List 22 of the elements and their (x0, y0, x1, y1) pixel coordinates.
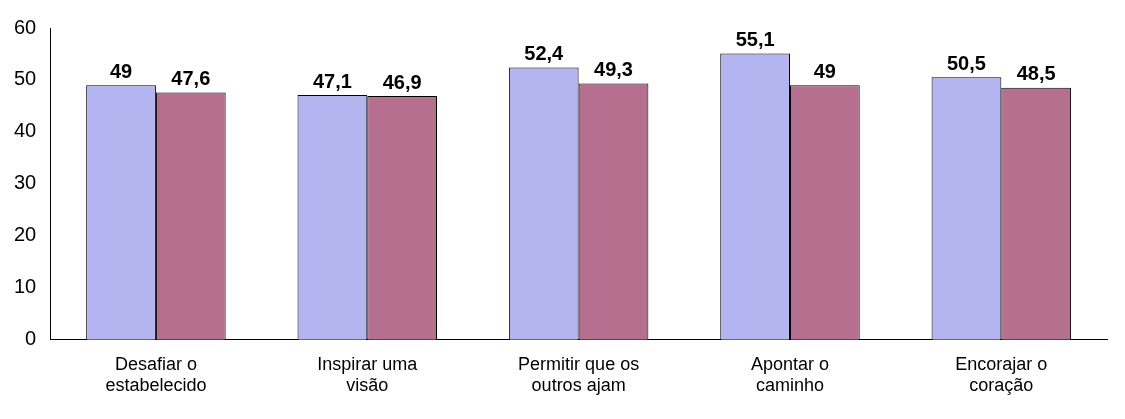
y-tick-label: 30 (14, 171, 37, 194)
y-tick-label: 50 (14, 67, 37, 90)
data-label: 47,1 (312, 69, 352, 92)
y-tick-label: 40 (14, 119, 37, 142)
data-label: 48,5 (1016, 62, 1056, 85)
data-label: 47,6 (171, 66, 211, 89)
data-label: 49 (813, 59, 836, 82)
data-label: 49,3 (594, 58, 633, 81)
x-tick-label: Apontar o caminho (750, 353, 830, 396)
data-label: 50,5 (946, 51, 986, 74)
y-tick-label: 10 (14, 275, 37, 298)
x-tick-label: Permitir que os outros ajam (518, 353, 640, 396)
data-label: 55,1 (735, 27, 775, 50)
data-label: 49 (109, 59, 133, 82)
data-label: 52,4 (524, 42, 565, 65)
data-label: 46,9 (382, 70, 422, 93)
x-tick-label: Inspirar uma visão (317, 353, 419, 396)
y-tick-label: 20 (14, 223, 37, 246)
x-tick-label: Encorajar o coração (955, 353, 1048, 396)
x-tick-label: Desafiar o estabelecido (105, 353, 207, 396)
y-tick-label: 60 (14, 15, 37, 38)
y-tick-label: 0 (25, 327, 37, 350)
